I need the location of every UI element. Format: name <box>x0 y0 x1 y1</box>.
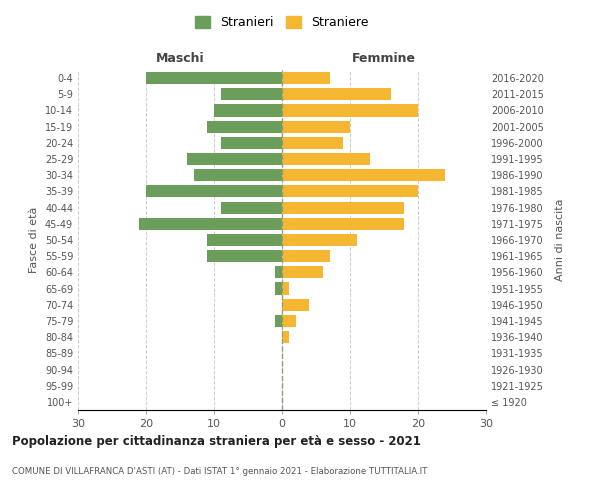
Bar <box>207 120 282 132</box>
Text: Femmine: Femmine <box>352 52 416 65</box>
Bar <box>282 153 370 165</box>
Text: Maschi: Maschi <box>155 52 205 65</box>
Bar <box>282 298 309 311</box>
Bar <box>282 315 296 327</box>
Bar <box>214 104 282 117</box>
Bar <box>282 266 323 278</box>
Y-axis label: Fasce di età: Fasce di età <box>29 207 39 273</box>
Bar <box>282 120 350 132</box>
Bar <box>207 234 282 246</box>
Bar <box>275 282 282 294</box>
Bar <box>282 234 357 246</box>
Bar <box>221 202 282 213</box>
Bar <box>187 153 282 165</box>
Bar <box>275 315 282 327</box>
Bar <box>282 282 289 294</box>
Bar <box>282 331 289 343</box>
Text: COMUNE DI VILLAFRANCA D'ASTI (AT) - Dati ISTAT 1° gennaio 2021 - Elaborazione TU: COMUNE DI VILLAFRANCA D'ASTI (AT) - Dati… <box>12 468 427 476</box>
Bar <box>221 88 282 101</box>
Bar <box>282 104 418 117</box>
Bar <box>146 186 282 198</box>
Bar <box>275 266 282 278</box>
Bar <box>282 72 329 84</box>
Y-axis label: Anni di nascita: Anni di nascita <box>555 198 565 281</box>
Bar <box>282 186 418 198</box>
Bar <box>282 169 445 181</box>
Bar <box>282 88 391 101</box>
Bar <box>139 218 282 230</box>
Bar <box>221 137 282 149</box>
Legend: Stranieri, Straniere: Stranieri, Straniere <box>190 11 374 34</box>
Bar <box>207 250 282 262</box>
Bar <box>282 202 404 213</box>
Text: Popolazione per cittadinanza straniera per età e sesso - 2021: Popolazione per cittadinanza straniera p… <box>12 435 421 448</box>
Bar <box>282 250 329 262</box>
Bar <box>282 218 404 230</box>
Bar <box>194 169 282 181</box>
Bar <box>146 72 282 84</box>
Bar <box>282 137 343 149</box>
